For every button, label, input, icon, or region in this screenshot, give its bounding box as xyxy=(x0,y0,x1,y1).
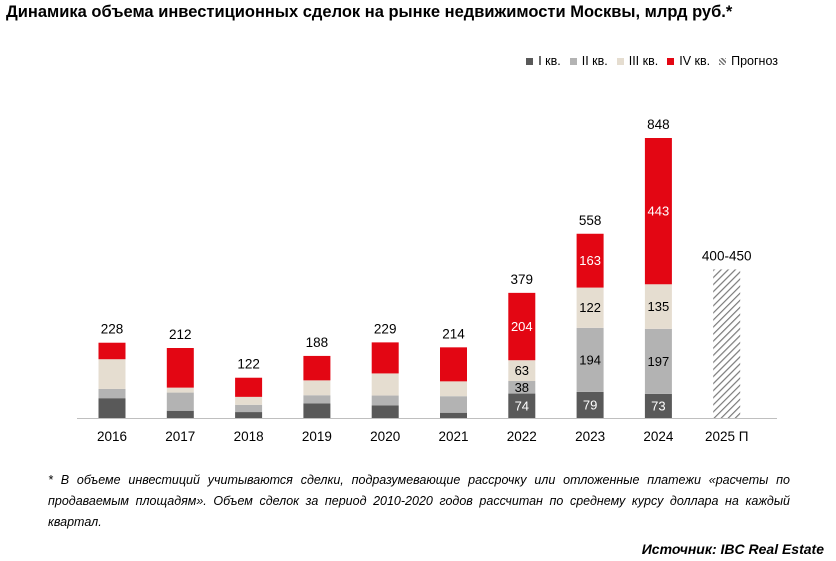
legend: I кв. II кв. III кв. IV кв. Прогноз xyxy=(517,54,778,68)
footnote: * В объеме инвестиций учитываются сделки… xyxy=(48,473,790,529)
legend-label: II кв. xyxy=(581,54,608,68)
data-label: 163 xyxy=(579,253,601,268)
bar-segment xyxy=(235,377,263,397)
legend-swatch xyxy=(667,57,675,65)
bar-segment xyxy=(235,404,263,413)
x-tick-label: 2022 xyxy=(507,429,537,444)
total-label: 122 xyxy=(237,357,260,372)
bar-segment xyxy=(166,387,194,393)
legend-item: III кв. xyxy=(616,54,659,68)
bar-segment xyxy=(235,412,263,418)
legend-item: Прогноз xyxy=(719,54,778,68)
bar-segment xyxy=(508,393,536,418)
bar-segment xyxy=(98,398,126,418)
data-label: 443 xyxy=(648,204,670,219)
legend-label: IV кв. xyxy=(679,54,711,68)
bar-segment xyxy=(508,292,536,361)
chart-title: Динамика объема инвестиционных сделок на… xyxy=(6,3,733,21)
bar-segment xyxy=(576,327,604,392)
bar-segment xyxy=(440,381,467,397)
x-tick-label: 2017 xyxy=(165,429,195,444)
total-label: 228 xyxy=(101,322,124,337)
bar-segment xyxy=(371,342,399,374)
legend-label: Прогноз xyxy=(731,54,778,68)
total-label: 188 xyxy=(306,335,329,350)
bar-segment xyxy=(440,347,467,382)
total-label: 229 xyxy=(374,321,397,336)
forecast-bar xyxy=(713,269,741,418)
total-label: 400-450 xyxy=(702,248,752,263)
x-tick-label: 2023 xyxy=(575,429,605,444)
bar-segment xyxy=(166,348,194,388)
bar-segment xyxy=(98,359,126,389)
legend-swatch xyxy=(719,57,727,65)
bar-segment xyxy=(576,233,604,288)
total-label: 848 xyxy=(647,117,670,132)
data-label: 79 xyxy=(583,397,597,412)
x-tick-label: 2016 xyxy=(97,429,127,444)
legend-swatch xyxy=(616,57,624,65)
bar-segment xyxy=(508,381,536,394)
legend-label: III кв. xyxy=(628,54,659,68)
chart-plot: 2016 228 2017 212 2018 122 2019 188 2020 229 2021 2… xyxy=(77,117,777,444)
x-tick-label: 2020 xyxy=(370,429,400,444)
data-label: 122 xyxy=(579,300,601,315)
bar-segment xyxy=(644,328,672,394)
data-label: 38 xyxy=(515,380,529,395)
bar-segment xyxy=(508,360,536,382)
legend-item: I кв. xyxy=(526,54,561,68)
x-tick-label: 2024 xyxy=(643,429,674,444)
bar-segment xyxy=(440,396,467,413)
x-tick-label: 2021 xyxy=(438,429,468,444)
bar-segment xyxy=(303,380,331,396)
source-note: Источник: IBC Real Estate xyxy=(641,541,824,557)
bar-segment xyxy=(235,396,263,405)
bar-segment xyxy=(576,287,604,328)
data-label: 197 xyxy=(648,354,670,369)
bar-segment xyxy=(440,412,467,418)
bar-segment xyxy=(303,355,331,381)
bar-segment xyxy=(166,392,194,411)
bar-segment xyxy=(98,342,126,360)
x-tick-label: 2018 xyxy=(234,429,264,444)
total-label: 558 xyxy=(579,213,602,228)
legend-item: II кв. xyxy=(569,54,608,68)
data-label: 204 xyxy=(511,319,533,334)
bar-segment xyxy=(644,393,672,418)
bar-segment xyxy=(644,138,672,285)
bar-segment xyxy=(576,391,604,418)
bar-segment xyxy=(303,403,331,418)
data-label: 135 xyxy=(648,299,670,314)
bar-segment xyxy=(644,284,672,329)
legend-swatch xyxy=(569,57,577,65)
legend-item: IV кв. xyxy=(667,54,710,68)
total-label: 212 xyxy=(169,327,192,342)
legend-swatch xyxy=(526,57,534,65)
bar-segment xyxy=(371,405,399,418)
data-label: 74 xyxy=(515,398,529,413)
data-label: 63 xyxy=(515,363,529,378)
legend-label: I кв. xyxy=(538,54,561,68)
data-label: 194 xyxy=(579,352,601,367)
data-label: 73 xyxy=(651,398,665,413)
bar-segment xyxy=(98,388,126,399)
x-tick-label: 2019 xyxy=(302,429,332,444)
bar-segment xyxy=(166,410,194,418)
bar-segment xyxy=(303,395,331,404)
bar-segment xyxy=(371,395,399,406)
bar-segment xyxy=(371,373,399,396)
total-label: 379 xyxy=(511,272,534,287)
x-tick-label: 2025 П xyxy=(705,429,749,444)
total-label: 214 xyxy=(442,326,465,341)
